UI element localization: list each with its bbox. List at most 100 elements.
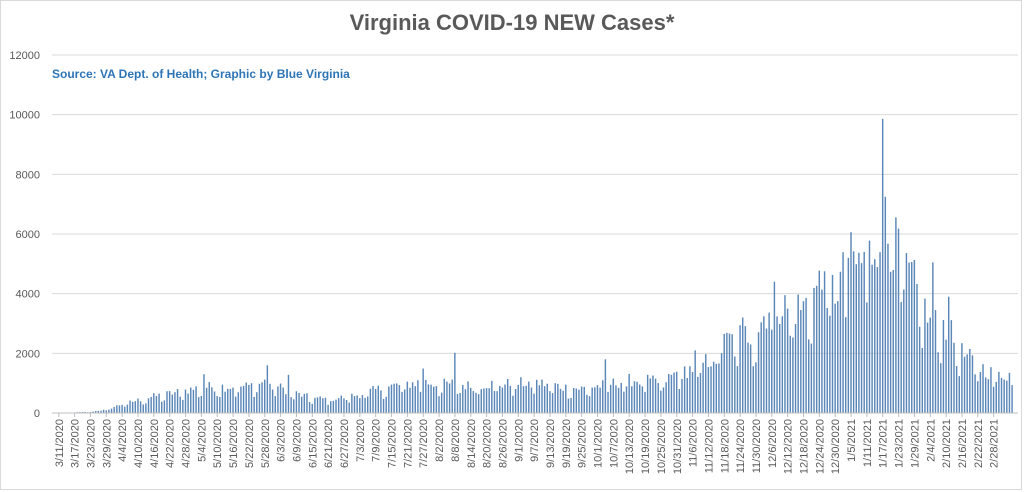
bar [932,262,934,413]
bar [749,344,752,413]
bar [493,391,496,413]
bar [570,397,572,413]
bar [871,264,873,413]
bar [940,363,942,413]
bar [884,196,887,413]
bar [900,302,902,413]
bar [340,395,343,413]
bar [512,395,514,413]
bar [446,381,448,413]
bar [293,399,295,413]
bar [937,352,939,413]
x-tick-label: 9/7/2020 [529,419,541,462]
bar [557,383,559,413]
x-tick-label: 11/12/2020 [703,419,715,473]
x-tick-label: 4/10/2020 [133,419,145,468]
bar [607,391,609,413]
bar [388,386,390,413]
bar [921,347,924,413]
bar [438,396,440,413]
bar [409,387,411,413]
bar [121,404,123,413]
bar [702,362,704,413]
bar [705,354,707,413]
bar [337,398,340,413]
bar [945,339,947,413]
bar [197,397,200,413]
bar [324,397,327,413]
bar [234,396,237,413]
x-tick-label: 8/8/2020 [450,419,462,462]
x-tick-label: 6/15/2020 [307,419,319,468]
bar [612,378,615,413]
bar [689,366,691,413]
bar [874,259,876,413]
bar [501,387,504,413]
bar [670,374,673,413]
x-tick-label: 8/14/2020 [466,419,478,468]
bar [398,385,401,413]
x-tick-label: 9/19/2020 [561,419,573,468]
bar [739,325,741,413]
bar [477,394,480,413]
bar [366,396,369,413]
x-tick-label: 4/22/2020 [165,419,177,468]
bar [480,389,482,413]
bar [638,384,641,413]
bar [712,361,715,413]
bar [543,386,546,413]
x-tick-label: 7/27/2020 [418,419,430,468]
x-tick-label: 11/24/2020 [735,419,747,473]
bar [522,386,525,413]
x-tick-label: 2/16/2021 [957,419,969,468]
bar [335,399,337,413]
bar [322,398,324,413]
x-tick-label: 4/16/2020 [149,419,161,468]
bar [124,406,126,413]
bar [306,393,308,413]
bar [599,387,601,413]
bar [837,301,839,413]
x-tick-label: 3/17/2020 [70,419,82,468]
x-tick-label: 12/24/2020 [814,419,826,474]
bar [248,384,250,413]
bar [918,326,921,413]
bar [97,411,100,413]
bar [995,381,997,413]
bar [459,392,461,413]
bar [998,371,1000,413]
bar [554,383,556,413]
bar [757,332,760,413]
bar [190,387,192,413]
bar [778,324,781,413]
bar [163,400,166,413]
bar [472,391,475,413]
x-axis: 3/11/2020 3/17/2020 3/23/2020 3/29/2020 4/4/… [52,412,1018,474]
bar [929,317,931,413]
x-tick-label: 7/21/2020 [402,419,414,468]
bar [533,393,535,413]
bar [105,410,107,413]
bar [668,373,670,413]
bar [974,374,976,413]
bar-series [58,118,1013,413]
bar [823,271,826,413]
bar [314,397,316,413]
bar [697,376,699,413]
bar [541,379,543,413]
bar [731,334,733,413]
bar [734,356,736,413]
x-tick-label: 5/10/2020 [212,419,224,468]
x-tick-label: 2/10/2021 [941,419,953,468]
bar [118,405,121,413]
bar [652,375,654,413]
gridlines [52,54,1018,354]
bar [879,252,881,413]
bar [699,372,702,413]
bar [615,385,617,413]
bar [356,395,358,413]
bar [868,240,871,413]
y-axis: 0 2000 4000 6000 8000 10000 12000 [9,50,40,420]
bar [955,366,958,413]
bar [427,384,430,413]
